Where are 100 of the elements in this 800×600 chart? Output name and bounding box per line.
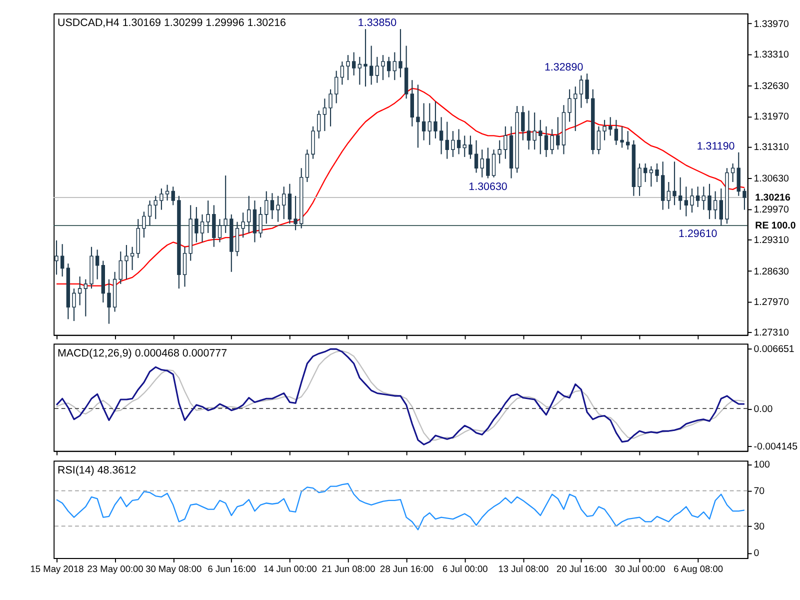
candlestick [655,162,659,183]
candlestick [78,276,82,306]
y-tick-label: 1.29970 [754,204,790,216]
candlestick [276,195,280,222]
candlestick [713,190,718,220]
candlestick [160,188,164,210]
candlestick [602,119,606,141]
candlestick [678,176,682,210]
candlestick [568,88,572,122]
candlestick [585,73,589,104]
candlestick [124,244,128,280]
candlestick [270,192,274,220]
candlestick [165,184,170,202]
candlestick [72,288,76,322]
candlestick [148,200,152,226]
candlestick [311,126,315,160]
y-tick-label: 1.29310 [754,234,790,246]
y-tick-label: 1.30630 [754,174,790,185]
candlestick [696,186,700,208]
candlestick [107,278,111,324]
candlestick [282,186,286,220]
candlestick [381,54,385,81]
candlestick [258,206,262,238]
candlestick [526,110,531,150]
candlestick [392,52,397,81]
x-tick-label: 6 Aug 08:00 [674,564,724,574]
candlestick [386,56,391,78]
candlestick [638,162,642,196]
candlestick [95,249,100,280]
candlestick [702,186,706,210]
candlestick [532,112,536,150]
candlestick [264,190,268,224]
candlestick [194,206,198,243]
candlestick [730,162,735,183]
candlestick [498,140,502,164]
candlestick [224,174,228,234]
candlestick [346,54,350,81]
candlestick [305,149,310,183]
candlestick [480,149,484,178]
candlestick [690,188,694,214]
candlestick [182,246,187,288]
candlestick [328,88,332,127]
candlestick [171,186,175,206]
candlestick [398,28,402,78]
candlestick [451,130,455,158]
chart-title: USDCAD,H4 1.30169 1.30299 1.29996 1.30216 [57,17,286,30]
candlestick [322,98,327,132]
candlestick [410,80,414,127]
candlestick [742,188,746,210]
candlestick [462,135,466,158]
candlestick [200,214,204,243]
chart-title: MACD(12,26,9) 0.000468 0.000777 [57,347,228,360]
annotation: 1.32890 [544,62,584,74]
candlestick [241,212,245,238]
candlestick [375,56,380,84]
candlestick [317,110,321,139]
x-tick-label: 20 Jul 16:00 [556,564,607,574]
candlestick [352,52,356,76]
candlestick [294,195,298,231]
x-tick-label: 21 Jun 08:00 [322,564,376,574]
x-tick-label: 30 May 08:00 [146,564,202,574]
candlestick [364,28,368,88]
x-tick-label: 15 May 2018 [30,564,84,574]
candlestick [521,105,525,141]
candlestick [719,188,723,226]
x-tick-label: 13 Jul 08:00 [498,564,549,574]
y-tick-label: 0 [754,548,760,560]
candlestick [428,102,432,146]
candlestick [492,149,496,178]
x-tick-label: 28 Jun 16:00 [380,564,434,574]
candlestick [550,128,554,155]
candlestick [708,183,712,220]
candlestick [574,86,578,132]
annotation: 1.31190 [696,140,735,152]
y-tick-label: 1.27970 [754,296,790,308]
y-tick-label: 70 [754,486,766,498]
annotation: 1.33850 [358,17,397,30]
candlestick [334,70,338,104]
ref-line-label: 1.30216 [755,192,791,204]
candlestick [369,45,374,86]
y-tick-label: 0.00 [754,404,774,415]
x-tick-label: 6 Jun 16:00 [208,564,256,574]
y-tick-label: 1.32630 [754,81,790,92]
line-series [56,483,746,530]
x-tick-label: 30 Jul 00:00 [614,564,666,574]
y-tick-label: -0.004145 [754,441,798,452]
x-tick-label: 23 May 00:00 [87,564,144,574]
candlestick [504,126,508,160]
y-tick-label: 1.31970 [754,112,790,123]
candlestick [358,56,362,86]
candlestick [672,161,676,206]
candlestick [644,162,648,183]
candlestick [468,135,472,160]
y-tick-label: 1.27310 [754,328,790,339]
candlestick [608,116,612,136]
candlestick [544,126,548,158]
candlestick [486,147,490,179]
annotation: 1.30630 [468,180,508,193]
candlestick [218,218,222,243]
candlestick [620,126,624,148]
